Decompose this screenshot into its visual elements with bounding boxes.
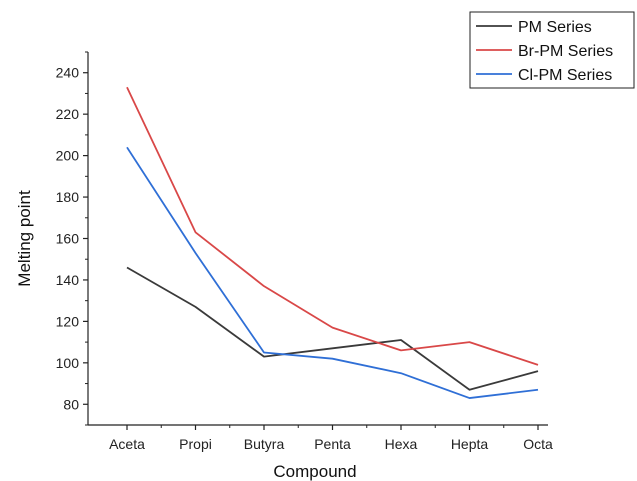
y-tick-label: 160: [56, 231, 80, 247]
y-tick-label: 240: [56, 65, 80, 81]
x-tick-label: Penta: [314, 436, 351, 452]
x-tick-label: Hepta: [451, 436, 489, 452]
series-lines: [126, 86, 539, 399]
x-axis-title: Compound: [273, 462, 356, 481]
series-line-3: [126, 146, 539, 399]
x-tick-label: Aceta: [109, 436, 145, 452]
x-tick-label: Hexa: [385, 436, 418, 452]
legend-label: Cl-PM Series: [518, 67, 612, 84]
x-tick-label: Butyra: [244, 436, 285, 452]
legend: PM Series Br-PM Series Cl-PM Series: [469, 11, 635, 89]
y-tick-label: 80: [63, 396, 79, 412]
y-ticks: 80 100 120 140 160 180 200 220 240: [56, 51, 88, 426]
x-tick-label: Propi: [179, 436, 212, 452]
y-tick-label: 200: [56, 148, 80, 164]
y-tick-label: 140: [56, 272, 80, 288]
legend-label: PM Series: [518, 19, 592, 36]
y-axis-title: Melting point: [15, 190, 34, 287]
y-tick-label: 100: [56, 355, 80, 371]
x-tick-label: Octa: [523, 436, 553, 452]
x-ticks: Aceta Propi Butyra Penta Hexa Hepta Octa: [109, 425, 553, 452]
y-tick-label: 180: [56, 189, 80, 205]
y-tick-label: 220: [56, 106, 80, 122]
y-tick-label: 120: [56, 313, 80, 329]
legend-label: Br-PM Series: [518, 43, 613, 60]
series-line-2: [126, 86, 539, 366]
axes: 80 100 120 140 160 180 200 220 240 Aceta Propi But…: [56, 51, 553, 452]
series-line-1: [126, 266, 539, 391]
